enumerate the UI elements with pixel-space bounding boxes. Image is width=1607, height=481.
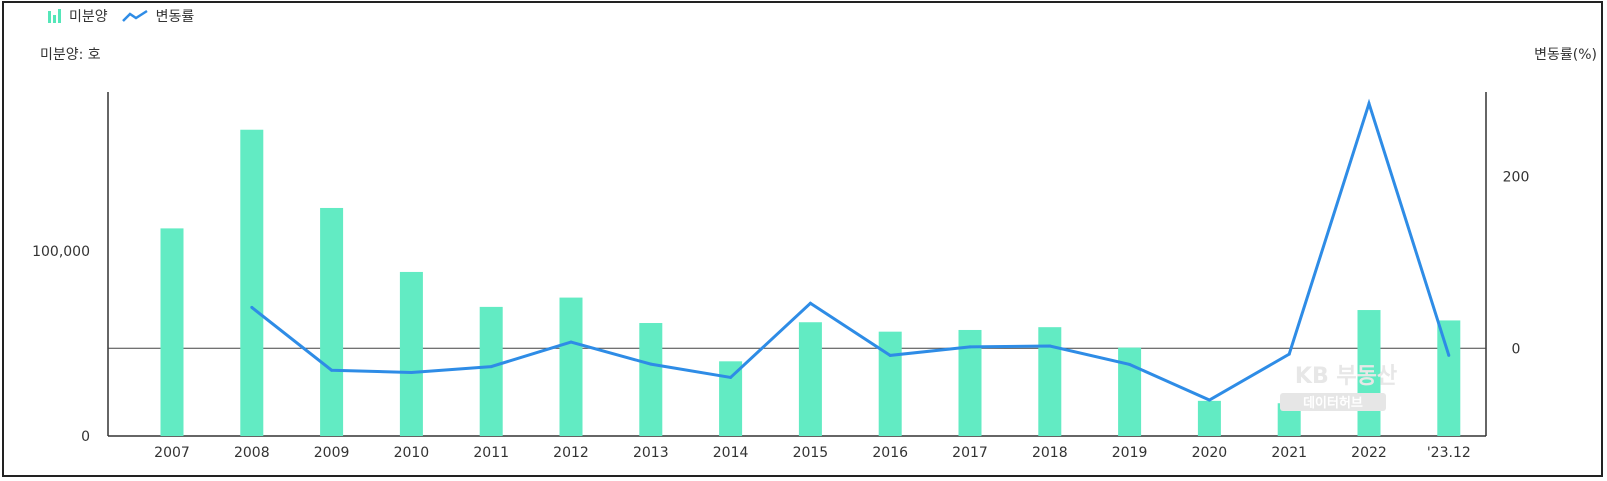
legend-item-line[interactable]: 변동률 xyxy=(121,6,195,26)
line-point-2017 xyxy=(968,345,972,349)
bar-2008 xyxy=(240,129,264,436)
y-right-tick-label: 200 xyxy=(1503,169,1530,185)
line-point-2008 xyxy=(250,305,254,309)
x-tick-label-2020: 2020 xyxy=(1192,445,1228,461)
legend-item-bar[interactable]: 미분양 xyxy=(48,6,108,26)
bar-2015 xyxy=(798,322,822,436)
x-tick-label-2016: 2016 xyxy=(872,445,908,461)
bar-2007 xyxy=(160,228,184,436)
legend-label-bar: 미분양 xyxy=(69,9,108,25)
x-tick-label-2012: 2012 xyxy=(553,445,589,461)
line-chart-icon xyxy=(121,9,148,22)
x-tick-label-2013: 2013 xyxy=(633,445,669,461)
x-tick-label-2009: 2009 xyxy=(314,445,350,461)
x-tick-label-'23.12: '23.12 xyxy=(1427,445,1471,461)
x-tick-label-2022: 2022 xyxy=(1351,445,1387,461)
x-tick-label-2017: 2017 xyxy=(952,445,988,461)
bar-2010 xyxy=(399,271,423,436)
line-series-변동률 xyxy=(250,98,1451,402)
line-point-2019 xyxy=(1128,362,1132,366)
bar-chart-icon xyxy=(48,9,61,23)
line-point-2010 xyxy=(409,370,413,374)
line-point-2021 xyxy=(1287,352,1291,356)
x-tick-label-2019: 2019 xyxy=(1112,445,1148,461)
line-point-2020 xyxy=(1207,398,1211,402)
bar-'23.12 xyxy=(1437,320,1461,436)
line-point-'23.12 xyxy=(1447,353,1451,357)
x-tick-label-2007: 2007 xyxy=(154,445,190,461)
line-point-2012 xyxy=(569,340,573,344)
bar-2016 xyxy=(878,331,902,436)
line-point-2018 xyxy=(1048,344,1052,348)
y-right-tick-label: 0 xyxy=(1512,341,1521,357)
line-point-2022 xyxy=(1367,102,1371,106)
line-point-2013 xyxy=(649,362,653,366)
x-tick-label-2010: 2010 xyxy=(394,445,430,461)
line-point-2014 xyxy=(729,375,733,379)
watermark-text: KB 부동산 xyxy=(1295,364,1397,389)
x-tick-label-2018: 2018 xyxy=(1032,445,1068,461)
watermark-badge xyxy=(1280,393,1386,411)
left-axis-unit: 미분양: 호 xyxy=(40,47,101,63)
bar-2019 xyxy=(1118,347,1142,436)
bar-2011 xyxy=(479,306,503,436)
bar-2020 xyxy=(1197,400,1221,436)
line-point-2015 xyxy=(808,301,812,305)
bar-2012 xyxy=(559,297,583,436)
x-tick-label-2008: 2008 xyxy=(234,445,270,461)
x-tick-label-2014: 2014 xyxy=(713,445,749,461)
bar-2009 xyxy=(320,207,344,436)
bar-2018 xyxy=(1038,327,1062,436)
chart-legend: 미분양 변동률 xyxy=(48,6,200,26)
bar-2017 xyxy=(958,329,982,436)
bar-2014 xyxy=(719,361,743,436)
x-tick-label-2021: 2021 xyxy=(1271,445,1307,461)
right-axis-unit: 변동률(%) xyxy=(1534,47,1597,63)
legend-label-line: 변동률 xyxy=(155,9,195,25)
watermark-badge-text: 데이터허브 xyxy=(1303,395,1363,411)
y-left-tick-label: 100,000 xyxy=(32,244,90,260)
line-point-2016 xyxy=(888,353,892,357)
line-point-2009 xyxy=(330,368,334,372)
x-tick-label-2011: 2011 xyxy=(473,445,509,461)
bar-2021 xyxy=(1277,403,1301,436)
x-tick-label-2015: 2015 xyxy=(793,445,829,461)
line-point-2011 xyxy=(489,365,493,369)
y-left-tick-label: 0 xyxy=(81,429,90,445)
bar-2013 xyxy=(639,323,663,436)
